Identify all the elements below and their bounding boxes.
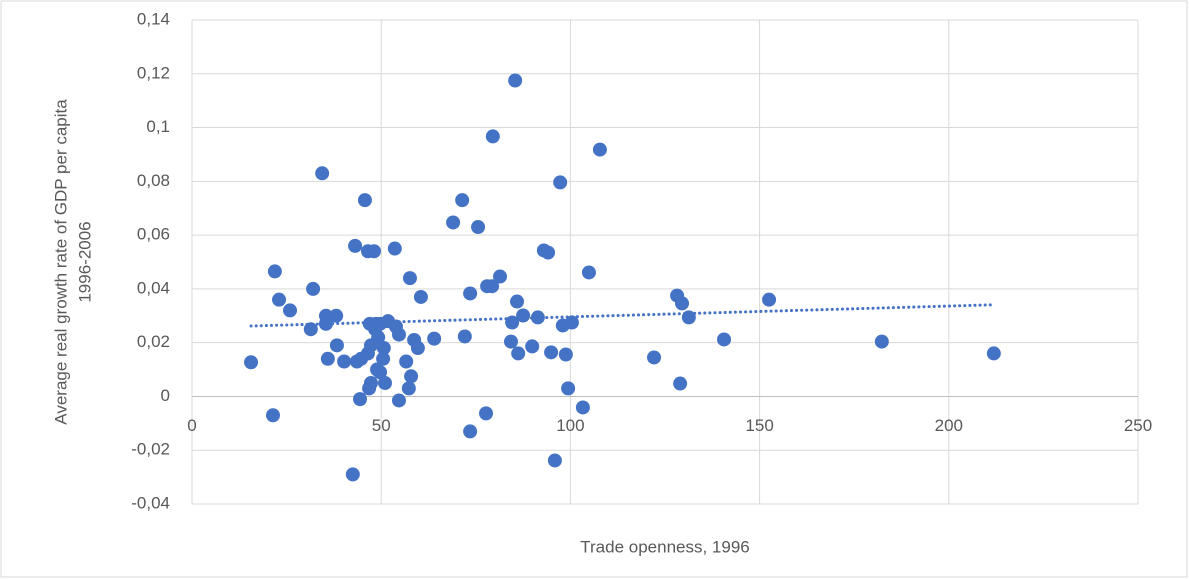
point xyxy=(446,215,461,230)
trendline xyxy=(249,303,996,328)
y-tick-label: 0,02 xyxy=(137,332,170,351)
point xyxy=(647,350,662,365)
point xyxy=(360,346,375,361)
point xyxy=(561,381,576,396)
point xyxy=(874,334,889,349)
point xyxy=(272,292,287,307)
point xyxy=(717,332,732,347)
y-tick-label: -0,04 xyxy=(131,493,170,512)
point xyxy=(376,341,391,356)
y-axis-label: Average real growth rate of GDP per capi… xyxy=(51,99,70,425)
point xyxy=(762,292,777,307)
y-tick-label: 0,14 xyxy=(137,9,170,28)
point xyxy=(391,327,406,342)
point xyxy=(485,129,500,144)
point xyxy=(401,381,416,396)
point xyxy=(267,264,282,279)
point xyxy=(457,329,472,344)
point xyxy=(592,142,607,157)
point xyxy=(516,308,531,323)
y-tick-label: 0 xyxy=(161,386,170,405)
point xyxy=(345,467,360,482)
point xyxy=(353,392,368,407)
x-axis-label: Trade openness, 1996 xyxy=(580,537,750,556)
y-axis-label: 1996-2006 xyxy=(75,221,94,302)
point xyxy=(558,347,573,362)
point xyxy=(410,341,425,356)
point xyxy=(525,339,540,354)
y-tick-label: 0,12 xyxy=(137,63,170,82)
point xyxy=(337,354,352,369)
point xyxy=(479,406,494,421)
point xyxy=(413,289,428,304)
point xyxy=(367,244,382,259)
y-tick-label: 0,06 xyxy=(137,225,170,244)
y-tick-label: 0,04 xyxy=(137,278,170,297)
point xyxy=(318,316,333,331)
y-tick-label: 0,08 xyxy=(137,171,170,190)
point xyxy=(510,294,525,309)
point xyxy=(463,424,478,439)
x-tick-label: 250 xyxy=(1124,416,1152,435)
point xyxy=(986,346,1001,361)
x-tick-label: 150 xyxy=(745,416,773,435)
point xyxy=(283,303,298,318)
point xyxy=(485,279,500,294)
point xyxy=(357,193,372,208)
point xyxy=(371,330,386,345)
point xyxy=(404,369,419,384)
point xyxy=(329,308,344,323)
x-tick-label: 100 xyxy=(556,416,584,435)
point xyxy=(471,220,486,235)
point xyxy=(581,265,596,280)
point xyxy=(402,271,417,286)
point xyxy=(553,175,568,190)
point xyxy=(391,393,406,408)
point xyxy=(265,408,280,423)
point xyxy=(503,334,518,349)
x-tick-label: 50 xyxy=(372,416,391,435)
point xyxy=(387,241,402,256)
point xyxy=(376,351,391,366)
point xyxy=(463,286,478,301)
point xyxy=(673,376,688,391)
point xyxy=(373,365,388,380)
point xyxy=(541,245,556,260)
point xyxy=(544,345,559,360)
point xyxy=(455,193,470,208)
point xyxy=(508,73,523,88)
point xyxy=(244,355,259,370)
point xyxy=(564,315,579,330)
point xyxy=(575,400,590,415)
point xyxy=(493,269,508,284)
point xyxy=(329,338,344,353)
point xyxy=(675,296,690,311)
point xyxy=(348,238,363,253)
y-tick-label: -0,02 xyxy=(131,440,170,459)
point xyxy=(547,453,562,468)
point xyxy=(511,346,526,361)
point xyxy=(320,351,335,366)
x-tick-label: 200 xyxy=(935,416,963,435)
point xyxy=(306,281,321,296)
point xyxy=(363,376,378,390)
y-tick-label: 0,1 xyxy=(146,117,170,136)
point xyxy=(315,166,330,181)
point xyxy=(399,354,414,369)
point xyxy=(377,376,392,390)
point xyxy=(427,331,442,346)
x-tick-label: 0 xyxy=(187,416,196,435)
